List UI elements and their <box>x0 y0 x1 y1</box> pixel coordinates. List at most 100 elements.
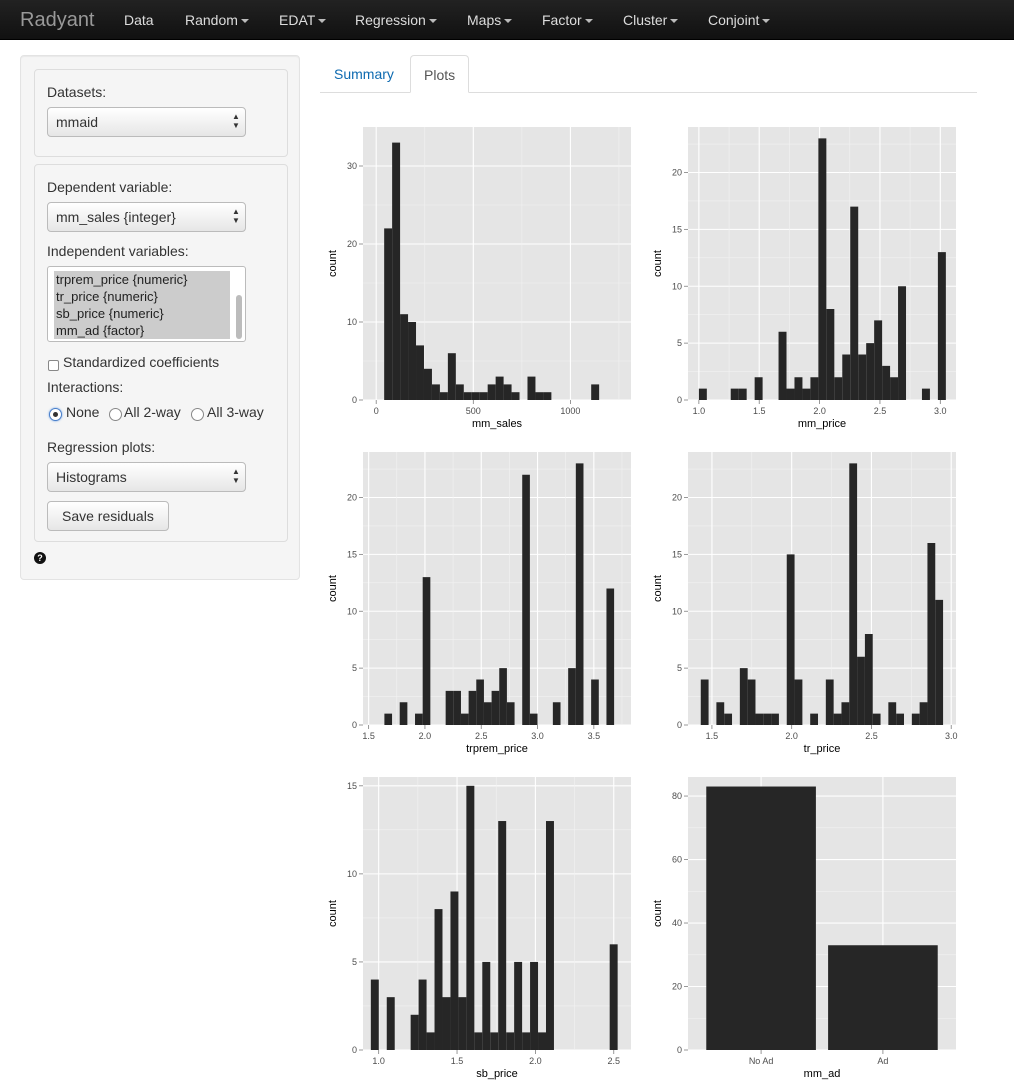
histogram-bar <box>499 668 507 725</box>
histogram-bar <box>825 679 834 725</box>
x-tick-label: 2.5 <box>608 1056 621 1066</box>
histogram-bar <box>911 713 920 725</box>
interaction-2way-radio[interactable] <box>109 408 122 421</box>
histogram-bar <box>802 388 811 400</box>
x-tick-label: 2.5 <box>475 731 488 741</box>
y-tick-label: 20 <box>672 493 682 503</box>
list-scrollbar[interactable] <box>236 295 242 339</box>
histogram-bar <box>698 388 707 400</box>
nav-conjoint[interactable]: Conjoint <box>708 0 771 40</box>
histogram-bar <box>591 384 600 400</box>
y-axis-title: count <box>327 575 339 602</box>
histogram-bar <box>896 713 904 725</box>
x-tick-label: Ad <box>877 1056 888 1066</box>
histogram-bar <box>716 702 725 725</box>
x-tick-label: 1000 <box>560 406 580 416</box>
x-tick-label: 1.5 <box>753 406 766 416</box>
x-tick-label: 2.0 <box>529 1056 542 1066</box>
y-tick-label: 0 <box>352 720 357 730</box>
y-tick-label: 0 <box>352 1045 357 1055</box>
y-axis-title: count <box>652 900 664 927</box>
tab-summary[interactable]: Summary <box>334 66 394 82</box>
dependent-variable-select[interactable]: mm_sales {integer} ▲ ▼ <box>47 202 246 232</box>
nav-data-label: Data <box>124 12 154 28</box>
interaction-2way-label: All 2-way <box>124 404 181 420</box>
histogram-bar <box>463 392 472 400</box>
datasets-well: Datasets: mmaid ▲ ▼ <box>34 69 288 157</box>
histogram-trprem_price: 0 5 10 15 20 1.5 2.0 2.5 3.0 3.5 trprem_price count <box>320 440 640 765</box>
y-tick-label: 80 <box>672 791 682 801</box>
independent-option[interactable]: trprem_price {numeric} <box>54 271 230 288</box>
histogram-bar <box>882 365 891 400</box>
independent-option[interactable]: mm_ad {factor} <box>54 322 230 339</box>
histogram-bar <box>858 354 867 400</box>
nav-random[interactable]: Random <box>185 0 249 40</box>
interaction-3way-label: All 3-way <box>207 404 264 420</box>
histogram-bar <box>771 713 779 725</box>
y-tick-label: 30 <box>347 161 357 171</box>
histogram-bar <box>888 702 897 725</box>
independent-option[interactable]: tr_price {numeric} <box>54 288 230 305</box>
interaction-3way-radio[interactable] <box>191 408 204 421</box>
standardized-checkbox[interactable] <box>48 360 59 371</box>
x-tick-label: 1.0 <box>372 1056 385 1066</box>
histogram-bar <box>818 138 827 400</box>
regression-plots-select[interactable]: Histograms ▲ ▼ <box>47 462 246 492</box>
histogram-bar <box>874 320 883 400</box>
y-tick-label: 5 <box>677 338 682 348</box>
y-tick-label: 40 <box>672 918 682 928</box>
nav-edat-label: EDAT <box>279 12 316 28</box>
histogram-bar <box>453 690 461 725</box>
brand-logo[interactable]: Radyant <box>20 9 95 31</box>
histogram-bar <box>833 713 842 725</box>
x-tick-label: No Ad <box>749 1056 774 1066</box>
y-tick-label: 60 <box>672 855 682 865</box>
histogram-bar <box>423 368 432 400</box>
histogram-bar <box>455 384 464 400</box>
x-tick-label: 1.5 <box>362 731 375 741</box>
nav-data[interactable]: Data <box>124 0 154 40</box>
independent-variables-list[interactable]: trprem_price {numeric} tr_price {numeric… <box>47 266 246 342</box>
histogram-bar <box>724 713 733 725</box>
histogram-bar <box>730 388 739 400</box>
histogram-bar <box>754 377 763 400</box>
interaction-none-radio[interactable] <box>49 408 62 421</box>
nav-cluster[interactable]: Cluster <box>623 0 679 40</box>
independent-option[interactable]: sb_price {numeric} <box>54 305 230 322</box>
histogram-bar <box>786 554 795 725</box>
y-tick-label: 15 <box>347 781 357 791</box>
histogram-bar <box>739 668 748 725</box>
histogram-bar <box>491 690 500 725</box>
nav-maps[interactable]: Maps <box>467 0 513 40</box>
histogram-bar <box>927 543 936 725</box>
y-tick-label: 15 <box>672 224 682 234</box>
save-residuals-button[interactable]: Save residuals <box>47 501 169 531</box>
histogram-bar <box>872 713 881 725</box>
histogram-bar <box>474 1032 483 1050</box>
interaction-none-label: None <box>66 404 100 420</box>
y-axis-title: count <box>652 575 664 602</box>
histogram-bar <box>503 384 512 400</box>
nav-regression[interactable]: Regression <box>355 0 437 40</box>
y-tick-label: 20 <box>672 168 682 178</box>
histogram-bar <box>919 702 928 725</box>
question-circle-icon[interactable]: ? <box>34 552 46 564</box>
histogram-bar <box>483 702 492 725</box>
bar-no-ad <box>706 786 816 1050</box>
x-tick-label: 3.0 <box>934 406 947 416</box>
x-axis-title: trprem_price <box>466 743 528 755</box>
y-tick-label: 15 <box>347 549 357 559</box>
x-axis-title: mm_price <box>798 418 846 430</box>
tab-plots[interactable]: Plots <box>410 55 470 93</box>
dependent-variable-label: Dependent variable: <box>47 179 173 195</box>
caret-down-icon <box>318 19 327 24</box>
histogram-bar <box>415 713 423 725</box>
nav-factor[interactable]: Factor <box>542 0 593 40</box>
datasets-select[interactable]: mmaid ▲ ▼ <box>47 107 246 137</box>
nav-conjoint-label: Conjoint <box>708 12 760 28</box>
caret-down-icon <box>240 19 249 24</box>
x-tick-label: 1.0 <box>693 406 706 416</box>
nav-edat[interactable]: EDAT <box>279 0 327 40</box>
histogram-bar <box>866 343 875 400</box>
histogram-bar <box>384 228 393 400</box>
